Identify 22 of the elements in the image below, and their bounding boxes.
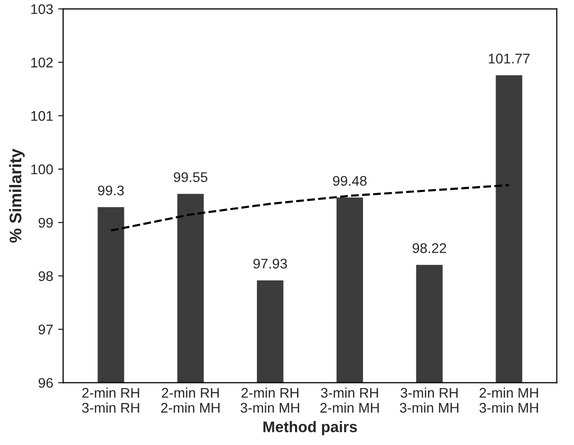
x-tick-label: 3-min RH 2-min MH bbox=[320, 388, 379, 413]
y-tick-label: 101 bbox=[31, 111, 53, 121]
text: 99.55 bbox=[174, 172, 208, 182]
x-axis-title: Method pairs bbox=[263, 421, 357, 436]
x-tick-label: 2-min RH 3-min RH bbox=[82, 388, 140, 413]
y-tick-label: 96 bbox=[38, 378, 53, 388]
text: 99.3 bbox=[98, 186, 124, 196]
x-tick-label: 2-min RH 2-min MH bbox=[161, 388, 220, 413]
text: 99.48 bbox=[333, 176, 367, 186]
text: 97.93 bbox=[253, 258, 287, 269]
y-tick-label: 98 bbox=[38, 271, 53, 282]
x-tick-label: 2-min MH 3-min MH bbox=[479, 388, 538, 413]
text: 101.77 bbox=[488, 54, 530, 64]
text: 98.22 bbox=[412, 243, 446, 254]
x-tick-label: 2-min RH 3-min MH bbox=[240, 388, 300, 413]
y-tick-label: 103 bbox=[31, 4, 53, 14]
y-axis-title: % Similarity bbox=[9, 148, 25, 243]
x-tick-label: 3-min RH 3-min MH bbox=[400, 388, 458, 413]
y-tick-label: 97 bbox=[38, 324, 53, 334]
y-tick-label: 102 bbox=[31, 58, 53, 68]
y-tick-label: 100 bbox=[31, 164, 53, 174]
y-tick-label: 99 bbox=[38, 218, 53, 228]
